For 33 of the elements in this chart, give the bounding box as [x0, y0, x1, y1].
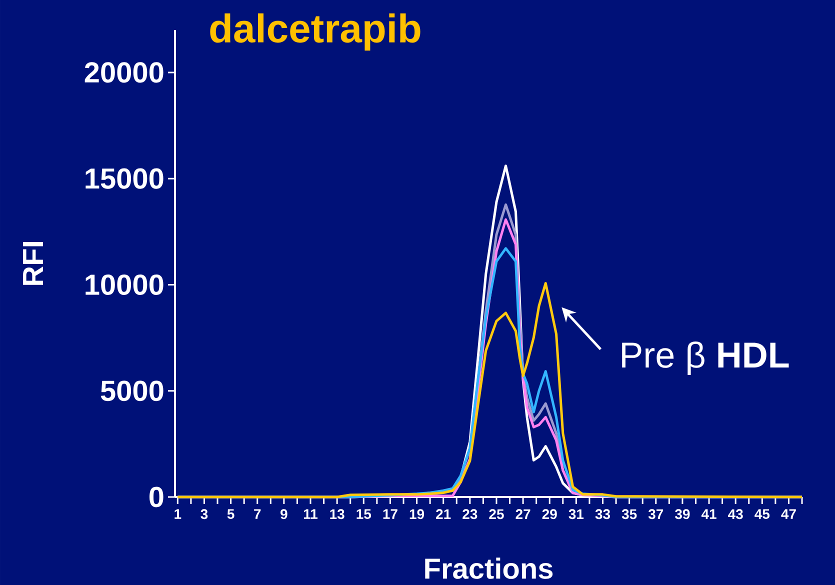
x-tick-label: 11 — [304, 509, 318, 519]
x-tick-label: 47 — [781, 509, 796, 519]
y-axis-title: RFI — [23, 242, 44, 285]
x-tick-label: 13 — [330, 509, 344, 520]
y-tick-label: 20000 — [84, 62, 164, 83]
x-axis-title: Fractions — [425, 558, 553, 579]
x-tick-label: 25 — [489, 509, 504, 520]
y-tick-label: 0 — [150, 486, 164, 508]
x-tick-label: 43 — [728, 509, 743, 520]
x-tick-label: 31 — [568, 509, 584, 520]
x-tick-label: 41 — [701, 509, 716, 519]
x-tick-label: 37 — [648, 509, 664, 520]
x-tick-label: 45 — [754, 509, 770, 519]
x-tick-label: 5 — [227, 509, 234, 519]
x-tick-label: 39 — [674, 509, 690, 520]
x-tick-label: 29 — [542, 509, 557, 520]
y-tick-label: 5000 — [100, 380, 164, 402]
annotation: Pre β HDL — [622, 341, 789, 376]
x-tick-label: 35 — [622, 509, 637, 520]
x-tick-label: 1 — [174, 509, 182, 519]
x-tick-label: 3 — [200, 509, 208, 520]
y-tick-label: 15000 — [86, 168, 164, 189]
x-tick-label: 15 — [356, 509, 372, 519]
x-tick-label: 9 — [280, 509, 288, 520]
chart-title: dalcetrapib — [210, 13, 420, 51]
x-tick-label: 19 — [410, 509, 424, 520]
x-tick-label: 21 — [436, 509, 451, 519]
x-tick-label: 7 — [254, 509, 261, 519]
x-tick-label: 17 — [383, 509, 398, 519]
x-tick-label: 27 — [516, 509, 530, 519]
y-tick-label: 10000 — [86, 274, 164, 295]
x-tick-label: 33 — [595, 509, 610, 520]
x-tick-label: 23 — [462, 509, 478, 520]
